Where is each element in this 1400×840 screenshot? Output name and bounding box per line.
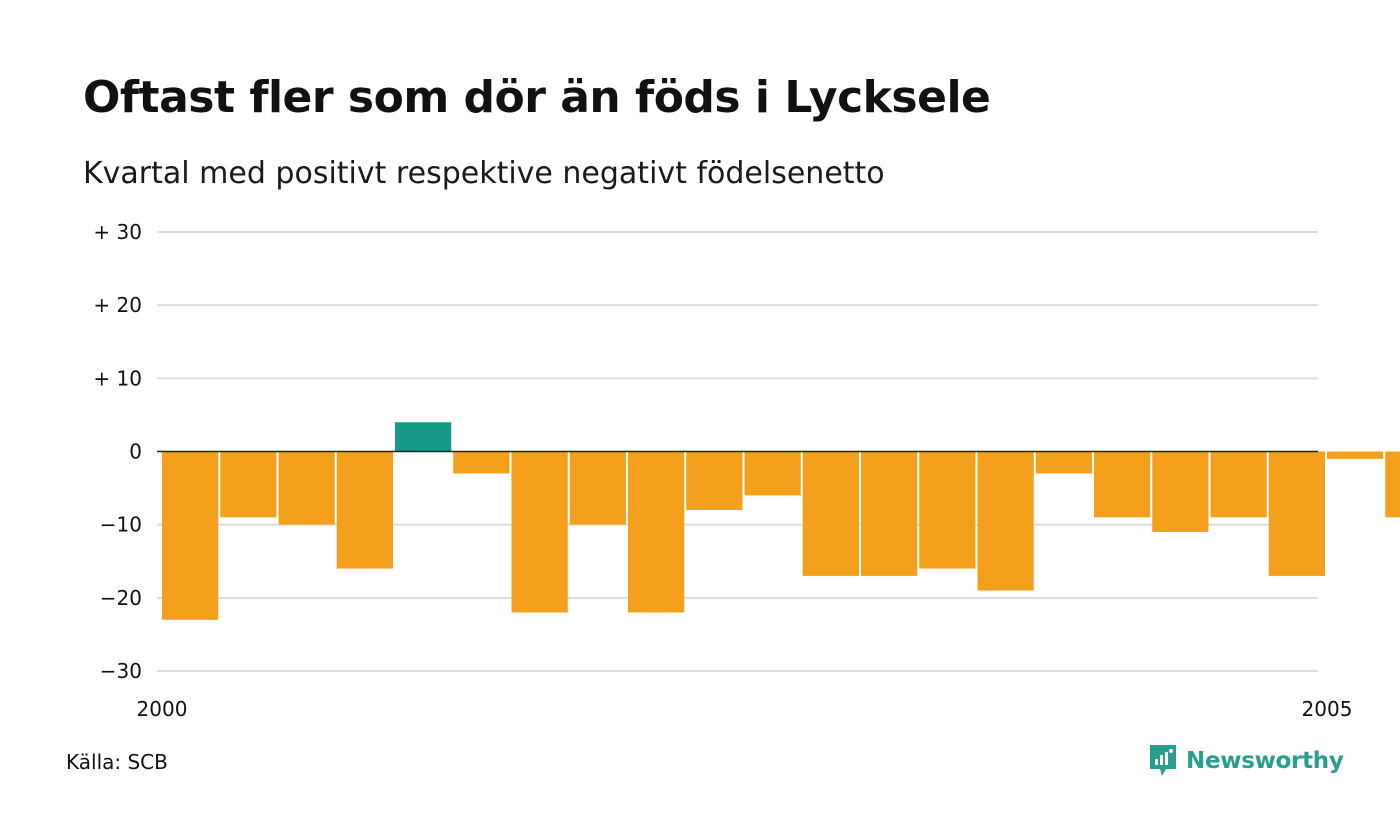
bar <box>1152 451 1209 532</box>
y-tick-label: 0 <box>129 440 142 464</box>
bar <box>162 451 219 620</box>
bar <box>395 422 452 452</box>
bar <box>511 451 568 613</box>
bar <box>1094 451 1151 518</box>
brand-logo: Newsworthy <box>1148 743 1344 779</box>
bar <box>1327 451 1384 459</box>
bar <box>802 451 859 576</box>
bar <box>1385 451 1400 518</box>
bar <box>861 451 918 576</box>
bar <box>1035 451 1092 474</box>
x-tick-label: 2005 <box>1302 697 1353 721</box>
chart-title: Oftast fler som dör än föds i Lycksele <box>83 72 991 123</box>
brand-name: Newsworthy <box>1186 748 1344 774</box>
x-tick-label: 2000 <box>137 697 188 721</box>
bar <box>278 451 335 525</box>
y-tick-label: + 30 <box>93 220 142 244</box>
newsworthy-logo-icon <box>1150 745 1176 776</box>
bar <box>919 451 976 569</box>
y-tick-label: −20 <box>100 586 142 610</box>
source-note: Källa: SCB <box>66 750 168 774</box>
y-tick-label: + 20 <box>93 293 142 317</box>
bar <box>1210 451 1267 518</box>
y-tick-label: −10 <box>100 513 142 537</box>
chart-subtitle: Kvartal med positivt respektive negativt… <box>83 156 885 191</box>
bar <box>977 451 1034 591</box>
bar <box>336 451 393 569</box>
bar <box>686 451 743 511</box>
bar <box>628 451 685 613</box>
bar <box>744 451 801 496</box>
y-tick-label: −30 <box>100 659 142 683</box>
y-tick-label: + 10 <box>93 366 142 390</box>
bar <box>453 451 510 474</box>
bar <box>220 451 277 518</box>
bar <box>1268 451 1325 576</box>
bar <box>569 451 626 525</box>
